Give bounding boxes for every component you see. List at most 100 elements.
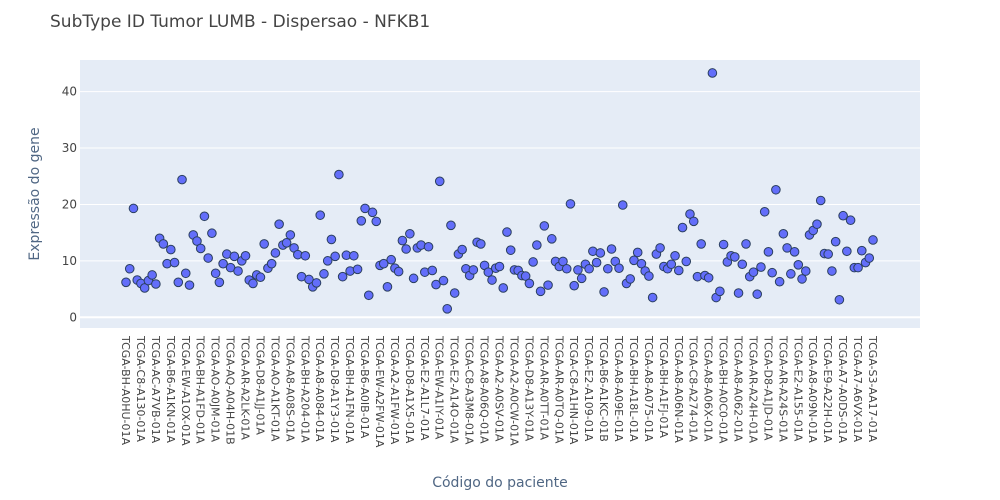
data-point bbox=[625, 274, 636, 284]
data-point bbox=[827, 266, 837, 276]
x-tick-label: TCGA-D8-A1JD-01A bbox=[761, 335, 774, 441]
data-point bbox=[147, 270, 157, 280]
data-point bbox=[360, 203, 370, 214]
data-point bbox=[576, 273, 587, 284]
data-point bbox=[487, 275, 497, 285]
data-point bbox=[229, 251, 240, 262]
data-point bbox=[401, 244, 411, 254]
data-point bbox=[124, 263, 135, 274]
data-point bbox=[274, 219, 284, 229]
x-tick-label: TCGA-E2-A109-01A bbox=[582, 335, 595, 442]
data-point bbox=[169, 257, 180, 268]
data-point bbox=[248, 278, 258, 289]
x-tick-label: TCGA-E2-A155-01A bbox=[791, 335, 804, 442]
x-tick-label: TCGA-D8-A1Y3-01A bbox=[328, 335, 341, 443]
data-point bbox=[561, 263, 572, 274]
y-tick-label: 10 bbox=[62, 254, 77, 268]
data-point bbox=[606, 244, 617, 254]
x-tick-label: TCGA-A8-A06X-01A bbox=[702, 335, 715, 442]
data-point bbox=[240, 250, 251, 261]
data-point bbox=[797, 274, 807, 284]
x-tick-label: TCGA-D8-A13Y-01A bbox=[522, 335, 535, 442]
data-point bbox=[759, 206, 770, 217]
data-point bbox=[139, 283, 150, 293]
x-tick-label: TCGA-E9-A22H-01A bbox=[821, 335, 834, 443]
x-axis-title: Código do paciente bbox=[432, 475, 568, 491]
data-point bbox=[177, 174, 187, 185]
data-point bbox=[793, 260, 804, 270]
y-tick-label: 40 bbox=[62, 85, 77, 99]
x-tick-label: TCGA-AO-A1KT-01A bbox=[268, 335, 281, 442]
data-point bbox=[830, 236, 841, 247]
data-point bbox=[733, 288, 744, 298]
data-point bbox=[502, 227, 512, 237]
x-tick-label: TCGA-A7-A0DS-01A bbox=[836, 335, 849, 443]
data-point bbox=[856, 245, 867, 256]
x-tick-label: TCGA-A8-A06Q-01A bbox=[478, 335, 491, 444]
data-point bbox=[647, 292, 658, 303]
data-point bbox=[408, 273, 419, 284]
data-point bbox=[214, 277, 225, 288]
data-point bbox=[498, 283, 509, 293]
x-tick-label: TCGA-E2-A1L7-01A bbox=[418, 335, 431, 441]
data-point bbox=[681, 256, 692, 267]
x-tick-label: TCGA-A2-A0CW-01A bbox=[507, 335, 520, 446]
data-point bbox=[180, 268, 191, 279]
x-tick-label: TCGA-BH-A1FN-01A bbox=[343, 335, 356, 444]
data-point bbox=[151, 279, 161, 289]
data-point bbox=[330, 251, 340, 262]
x-tick-label: TCGA-AR-A2LK-01A bbox=[239, 335, 252, 440]
data-point bbox=[599, 287, 609, 297]
data-point bbox=[468, 265, 479, 275]
data-point bbox=[352, 264, 363, 275]
data-point bbox=[270, 248, 281, 258]
x-tick-label: TCGA-S3-AA17-01A bbox=[866, 335, 879, 443]
data-point bbox=[382, 282, 393, 292]
data-point bbox=[326, 234, 337, 245]
data-point bbox=[715, 286, 725, 297]
data-point bbox=[644, 271, 654, 281]
data-point bbox=[595, 248, 606, 258]
data-point bbox=[786, 269, 796, 279]
x-tick-label: TCGA-A2-A1FW-01A bbox=[388, 335, 401, 445]
data-point bbox=[752, 289, 763, 299]
data-point bbox=[543, 280, 553, 290]
data-point bbox=[431, 279, 441, 290]
data-point bbox=[767, 267, 777, 278]
data-point bbox=[864, 253, 875, 263]
x-tick-label: TCGA-C8-A1HN-01A bbox=[567, 335, 580, 445]
x-tick-label: TCGA-AR-A24H-01A bbox=[746, 335, 759, 443]
data-point bbox=[319, 269, 329, 279]
data-point bbox=[603, 263, 613, 274]
data-point bbox=[558, 256, 568, 267]
y-tick-label: 0 bbox=[69, 310, 77, 324]
data-point bbox=[158, 239, 169, 249]
data-point bbox=[427, 265, 438, 276]
y-tick-label: 20 bbox=[62, 197, 77, 211]
data-point bbox=[520, 271, 531, 281]
data-point bbox=[311, 278, 322, 288]
y-tick-label: 30 bbox=[62, 141, 77, 155]
x-tick-label: TCGA-BH-A1FJ-01A bbox=[657, 335, 670, 438]
x-tick-label: TCGA-A8-A09E-01A bbox=[612, 335, 625, 442]
data-point bbox=[184, 280, 195, 290]
data-point bbox=[315, 210, 326, 220]
data-point bbox=[782, 243, 792, 253]
data-point bbox=[528, 257, 538, 267]
data-point bbox=[483, 267, 494, 277]
x-tick-label: TCGA-A8-A06N-01A bbox=[672, 335, 685, 443]
y-axis-ticks: 0 10 20 30 40 bbox=[62, 85, 77, 325]
x-tick-label: TCGA-C8-A274-01A bbox=[687, 335, 700, 442]
data-point bbox=[334, 169, 344, 180]
x-tick-label: TCGA-BH-A0HU-01A bbox=[119, 335, 132, 445]
data-point bbox=[322, 256, 333, 266]
data-point bbox=[349, 250, 359, 261]
x-tick-label: TCGA-AQ-A04H-01B bbox=[224, 335, 237, 445]
data-point bbox=[259, 239, 269, 249]
data-point bbox=[524, 278, 535, 289]
data-point bbox=[192, 236, 202, 246]
x-tick-label: TCGA-B6-A1KC-01B bbox=[597, 335, 610, 442]
data-point bbox=[718, 239, 729, 250]
data-point bbox=[434, 176, 445, 187]
y-axis-title: Expressão do gene bbox=[27, 127, 43, 260]
